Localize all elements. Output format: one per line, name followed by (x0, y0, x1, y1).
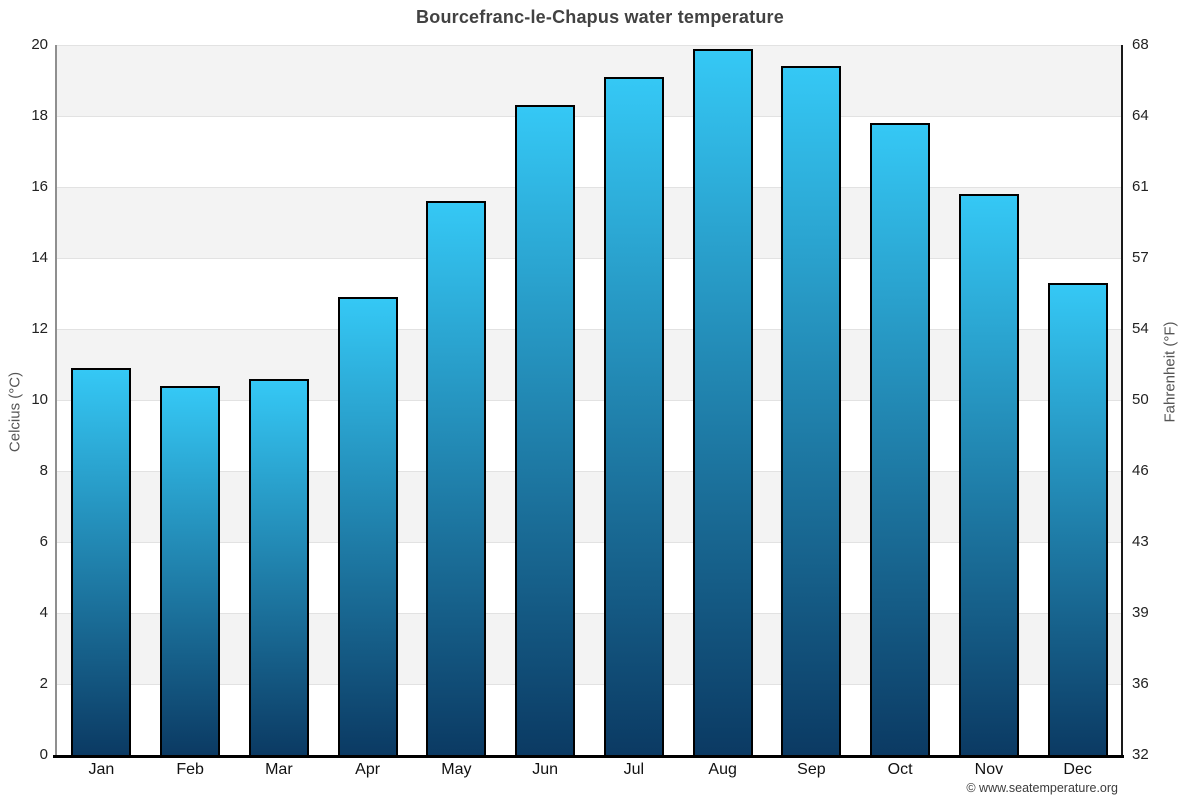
celsius-tick-16: 16 (31, 178, 48, 195)
fahrenheit-tick-54: 54 (1132, 320, 1149, 337)
celsius-tick-2: 2 (39, 675, 48, 692)
fahrenheit-tick-36: 36 (1132, 675, 1149, 692)
y-axis-left-title: Celcius (°C) (6, 371, 24, 453)
month-label-oct: Oct (887, 761, 913, 778)
gridline (57, 329, 1122, 330)
y-axis-left-line (55, 45, 57, 755)
gridline (57, 116, 1122, 117)
fahrenheit-tick-43: 43 (1132, 533, 1149, 550)
celsius-tick-0: 0 (39, 746, 48, 763)
background-band (57, 329, 1122, 400)
fahrenheit-tick-64: 64 (1132, 107, 1149, 124)
celsius-tick-10: 10 (31, 391, 48, 408)
background-band (57, 187, 1122, 258)
gridline (57, 542, 1122, 543)
bar-may (426, 201, 487, 755)
y-axis-right-title: Fahrenheit (°F) (1161, 321, 1179, 423)
bar-jan (71, 368, 132, 755)
bar-oct (870, 123, 931, 755)
gridline (57, 613, 1122, 614)
celsius-tick-20: 20 (31, 36, 48, 53)
celsius-tick-6: 6 (39, 533, 48, 550)
gridline (57, 471, 1122, 472)
bar-feb (160, 385, 221, 755)
month-label-may: May (441, 761, 472, 778)
background-band (57, 258, 1122, 329)
fahrenheit-tick-32: 32 (1132, 746, 1149, 763)
background-band (57, 684, 1122, 755)
month-label-sep: Sep (797, 761, 826, 778)
fahrenheit-tick-57: 57 (1132, 249, 1149, 266)
fahrenheit-tick-39: 39 (1132, 604, 1149, 621)
bar-nov (958, 194, 1019, 755)
month-label-jul: Jul (623, 761, 645, 778)
plot-area (57, 45, 1122, 755)
gridline (57, 684, 1122, 685)
background-band (57, 471, 1122, 542)
celsius-tick-18: 18 (31, 107, 48, 124)
fahrenheit-tick-46: 46 (1132, 462, 1149, 479)
month-label-dec: Dec (1063, 761, 1092, 778)
background-band (57, 542, 1122, 613)
month-label-aug: Aug (708, 761, 737, 778)
month-label-jan: Jan (88, 761, 115, 778)
gridline (57, 45, 1122, 46)
month-label-nov: Nov (974, 761, 1004, 778)
chart-title: Bourcefranc-le-Chapus water temperature (416, 7, 784, 27)
fahrenheit-tick-50: 50 (1132, 391, 1149, 408)
bar-apr (337, 297, 398, 755)
bar-jun (515, 105, 576, 755)
month-label-feb: Feb (176, 761, 204, 778)
background-band (57, 613, 1122, 684)
background-band (57, 116, 1122, 187)
y-axis-right-line (1121, 45, 1123, 755)
celsius-tick-4: 4 (39, 604, 48, 621)
gridline (57, 400, 1122, 401)
fahrenheit-tick-61: 61 (1132, 178, 1149, 195)
celsius-tick-8: 8 (39, 462, 48, 479)
bar-dec (1047, 282, 1108, 755)
background-band (57, 400, 1122, 471)
month-label-mar: Mar (265, 761, 293, 778)
celsius-tick-14: 14 (31, 249, 48, 266)
month-label-apr: Apr (355, 761, 381, 778)
bar-mar (248, 378, 309, 755)
celsius-tick-12: 12 (31, 320, 48, 337)
background-band (57, 45, 1122, 116)
copyright-attribution: © www.seatemperature.org (966, 781, 1118, 795)
fahrenheit-tick-68: 68 (1132, 36, 1149, 53)
bar-sep (781, 66, 842, 755)
month-label-jun: Jun (532, 761, 559, 778)
bar-jul (603, 76, 664, 755)
x-axis-line (53, 755, 1124, 758)
gridline (57, 258, 1122, 259)
bar-aug (692, 48, 753, 755)
gridline (57, 187, 1122, 188)
